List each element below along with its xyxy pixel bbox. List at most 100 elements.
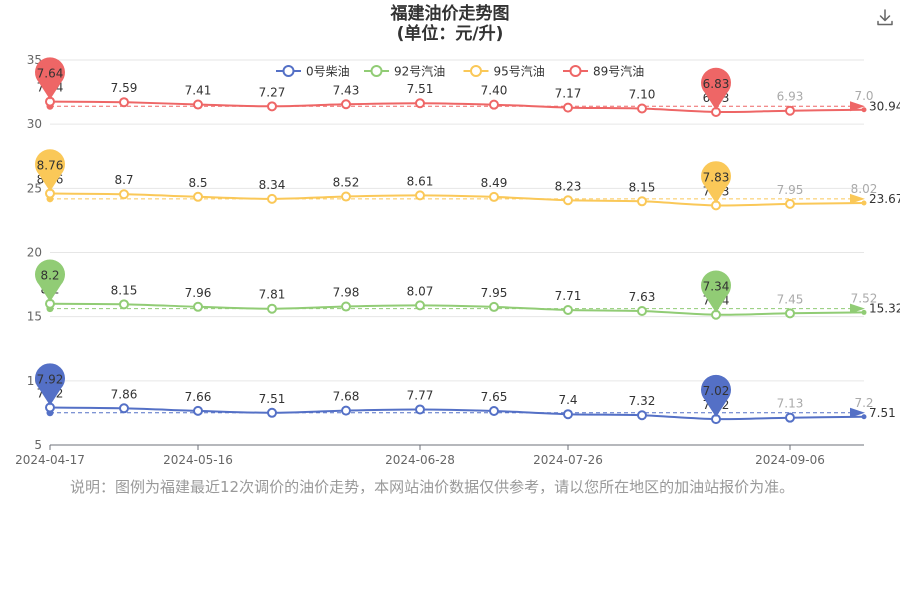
- data-point[interactable]: [563, 304, 573, 315]
- data-label: 8.49: [481, 176, 508, 190]
- data-point[interactable]: [861, 309, 867, 315]
- data-point[interactable]: [563, 195, 573, 206]
- average-line-arrow: [850, 407, 865, 418]
- x-tick-label: 2024-09-06: [755, 453, 825, 467]
- data-label: 8.34: [259, 178, 286, 192]
- max-pin: [35, 259, 65, 302]
- legend-label: 95号汽油: [494, 64, 545, 79]
- y-tick-label: 5: [34, 438, 42, 452]
- data-point[interactable]: [341, 191, 351, 202]
- data-point[interactable]: [861, 200, 867, 206]
- data-label: 7.52: [851, 291, 878, 305]
- data-point[interactable]: [785, 198, 795, 209]
- data-label: 7.51: [407, 82, 434, 96]
- max-pin: [35, 57, 65, 100]
- data-point[interactable]: [341, 405, 351, 416]
- chart-title-main: 福建油价走势图: [390, 4, 510, 24]
- data-point[interactable]: [785, 105, 795, 116]
- data-point[interactable]: [341, 99, 351, 110]
- data-point[interactable]: [637, 306, 647, 317]
- data-point[interactable]: [119, 403, 129, 414]
- data-label: 7.77: [407, 388, 434, 402]
- data-label: 8.61: [407, 174, 434, 188]
- data-label: 7.98: [333, 286, 360, 300]
- data-label: 7.81: [259, 288, 286, 302]
- x-tick-label: 2024-04-17: [15, 453, 85, 467]
- min-pin-label: 7.34: [703, 280, 730, 294]
- average-line-arrow: [850, 101, 865, 112]
- data-point[interactable]: [489, 301, 499, 312]
- data-label: 7.95: [777, 183, 804, 197]
- data-point[interactable]: [861, 107, 867, 113]
- data-point[interactable]: [563, 102, 573, 113]
- data-point[interactable]: [489, 191, 499, 202]
- data-point[interactable]: [267, 407, 277, 418]
- data-label: 8.23: [555, 179, 582, 193]
- data-point[interactable]: [341, 301, 351, 312]
- data-point[interactable]: [267, 303, 277, 314]
- legend-label: 0号柴油: [306, 65, 350, 79]
- y-tick-label: 25: [27, 181, 42, 195]
- data-label: 7.32: [629, 394, 656, 408]
- max-pin: [35, 363, 65, 406]
- x-tick-label: 2024-07-26: [533, 453, 603, 467]
- data-point[interactable]: [489, 99, 499, 110]
- data-point[interactable]: [119, 97, 129, 108]
- data-point[interactable]: [861, 414, 867, 420]
- download-icon[interactable]: [874, 6, 896, 28]
- data-label: 7.68: [333, 390, 360, 404]
- max-pin-label: 7.64: [37, 67, 64, 81]
- data-point[interactable]: [119, 299, 129, 310]
- min-pin: [701, 270, 732, 313]
- data-label: 7.95: [481, 286, 508, 300]
- data-label: 7.65: [481, 390, 508, 404]
- data-label: 7.86: [111, 387, 138, 401]
- data-point[interactable]: [267, 193, 277, 204]
- data-point[interactable]: [637, 410, 647, 421]
- series-line: [49, 192, 865, 207]
- data-label: 7.41: [185, 84, 212, 98]
- data-label: 8.15: [111, 283, 138, 297]
- data-label: 7.66: [185, 390, 212, 404]
- data-point[interactable]: [193, 191, 203, 202]
- chart-title-unit: (单位：元/升): [396, 24, 504, 44]
- min-pin-label: 6.83: [703, 77, 730, 91]
- data-label: 7.45: [777, 292, 804, 306]
- data-label: 6.93: [777, 90, 804, 104]
- data-label: 7.71: [555, 289, 582, 303]
- chart-title: 福建油价走势图 (单位：元/升): [0, 4, 900, 44]
- data-point[interactable]: [563, 409, 573, 420]
- legend-symbol[interactable]: [282, 65, 295, 77]
- data-point[interactable]: [415, 98, 425, 109]
- legend-symbol[interactable]: [370, 65, 383, 77]
- data-point[interactable]: [193, 99, 203, 110]
- data-label: 7.2: [854, 396, 873, 410]
- series-line: [49, 100, 865, 114]
- data-point[interactable]: [637, 103, 647, 114]
- data-point[interactable]: [267, 101, 277, 112]
- average-label: 15.32: [869, 302, 900, 316]
- data-point[interactable]: [415, 300, 425, 311]
- data-point[interactable]: [119, 189, 129, 200]
- series-line: [49, 302, 865, 316]
- data-point[interactable]: [785, 412, 795, 423]
- data-point[interactable]: [415, 190, 425, 201]
- legend-symbol[interactable]: [470, 65, 482, 77]
- data-point[interactable]: [489, 405, 499, 416]
- data-point[interactable]: [785, 308, 795, 319]
- data-point[interactable]: [637, 196, 647, 207]
- y-tick-label: 20: [27, 246, 42, 260]
- data-label: 7.0: [854, 89, 873, 103]
- legend-label: 89号汽油: [593, 64, 644, 79]
- data-point[interactable]: [415, 404, 425, 415]
- min-pin: [701, 374, 732, 418]
- data-label: 7.10: [629, 88, 656, 102]
- legend-symbol[interactable]: [569, 65, 582, 77]
- data-point[interactable]: [193, 405, 203, 416]
- data-point[interactable]: [193, 301, 203, 312]
- data-label: 8.52: [333, 176, 360, 190]
- max-pin: [35, 149, 65, 192]
- data-label: 8.7: [114, 173, 133, 187]
- data-label: 7.63: [629, 290, 656, 304]
